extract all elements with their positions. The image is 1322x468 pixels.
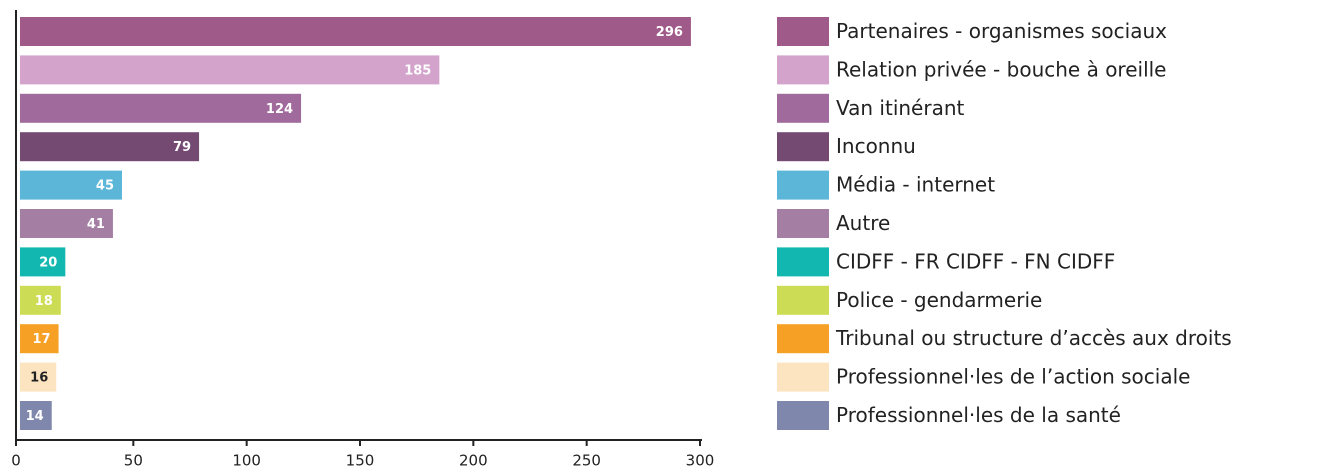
x-tick-label: 250 — [572, 452, 601, 468]
x-tick-label: 0 — [11, 452, 21, 468]
bar — [20, 17, 691, 46]
bar — [20, 132, 200, 162]
legend-label: Inconnu — [836, 134, 916, 158]
legend-label: Tribunal ou structure d’accès aux droits — [835, 326, 1232, 350]
value-label: 79 — [173, 140, 191, 155]
legend-swatch — [777, 132, 829, 162]
legend-swatch — [777, 17, 829, 46]
bar — [20, 362, 57, 392]
bar — [20, 401, 52, 430]
value-label: 18 — [35, 294, 53, 309]
legend-label: Autre — [836, 211, 890, 235]
legend-swatch — [777, 55, 829, 85]
x-tick-label: 200 — [459, 452, 488, 468]
legend-label: Police - gendarmerie — [836, 288, 1042, 312]
value-label: 20 — [39, 255, 57, 270]
legend-swatch — [777, 401, 829, 430]
bar — [20, 170, 122, 200]
legend-swatch — [777, 247, 829, 277]
value-label: 17 — [32, 332, 50, 347]
bar — [20, 55, 440, 85]
bar — [20, 247, 66, 277]
x-tick-label: 300 — [686, 452, 715, 468]
legend-swatch — [777, 93, 829, 123]
legend-swatch — [777, 209, 829, 238]
value-label: 45 — [96, 179, 114, 194]
legend-label: Professionnel·les de la santé — [836, 403, 1121, 427]
value-label: 16 — [30, 371, 48, 386]
legend-label: Relation privée - bouche à oreille — [836, 57, 1167, 81]
legend-label: Média - internet — [836, 173, 995, 197]
value-label: 185 — [404, 63, 431, 78]
bar — [20, 93, 302, 123]
legend-swatch — [777, 170, 829, 200]
value-label: 296 — [656, 25, 683, 40]
legend-label: CIDFF - FR CIDFF - FN CIDFF — [836, 249, 1115, 273]
legend-label: Van itinérant — [836, 96, 965, 120]
value-label: 14 — [26, 409, 44, 424]
legend-label: Professionnel·les de l’action sociale — [836, 365, 1190, 389]
x-tick-label: 150 — [346, 452, 375, 468]
legend-label: Partenaires - organismes sociaux — [836, 19, 1167, 43]
value-label: 124 — [266, 102, 293, 117]
bar — [20, 285, 61, 315]
x-tick-label: 50 — [124, 452, 143, 468]
legend-swatch — [777, 285, 829, 315]
value-label: 41 — [87, 217, 105, 232]
legend-swatch — [777, 324, 829, 354]
bar — [20, 324, 59, 354]
x-tick-label: 100 — [232, 452, 261, 468]
legend-swatch — [777, 362, 829, 392]
bar — [20, 209, 113, 238]
